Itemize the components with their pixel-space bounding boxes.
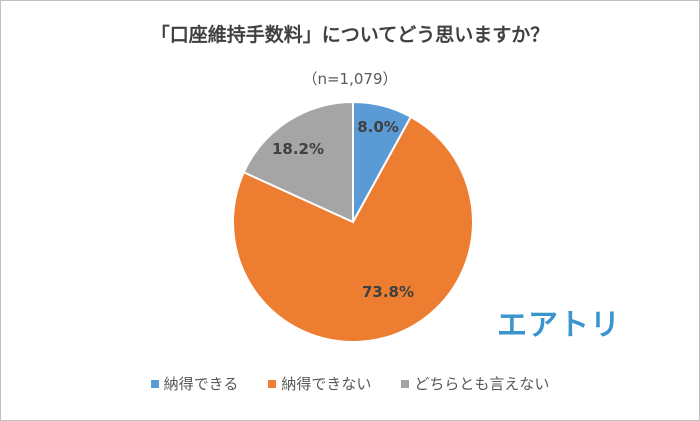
legend-item-neutral: どちらとも言えない (401, 373, 549, 394)
slice-disagree (232, 115, 474, 343)
legend-item-agree: 納得できる (150, 373, 239, 394)
data-label: 73.8% (362, 283, 414, 301)
data-label: 18.2% (272, 140, 324, 158)
chart-title: 「口座維持手数料」についてどう思いますか？ (150, 24, 550, 46)
legend-label: 納得できない (281, 375, 372, 393)
legend-swatch (268, 379, 277, 388)
chart-subtitle: （n=1,079） (302, 70, 398, 88)
legend-swatch (150, 379, 159, 388)
legend-swatch (401, 379, 410, 388)
slice-neutral (242, 100, 354, 224)
airtrip-logo: エアトリ (497, 308, 621, 343)
legend: 納得できる 納得できない どちらとも言えない (0, 373, 700, 394)
legend-item-disagree: 納得できない (268, 373, 371, 394)
data-label: 8.0% (357, 118, 399, 136)
legend-label: どちらとも言えない (414, 375, 550, 393)
legend-label: 納得できる (163, 375, 239, 393)
